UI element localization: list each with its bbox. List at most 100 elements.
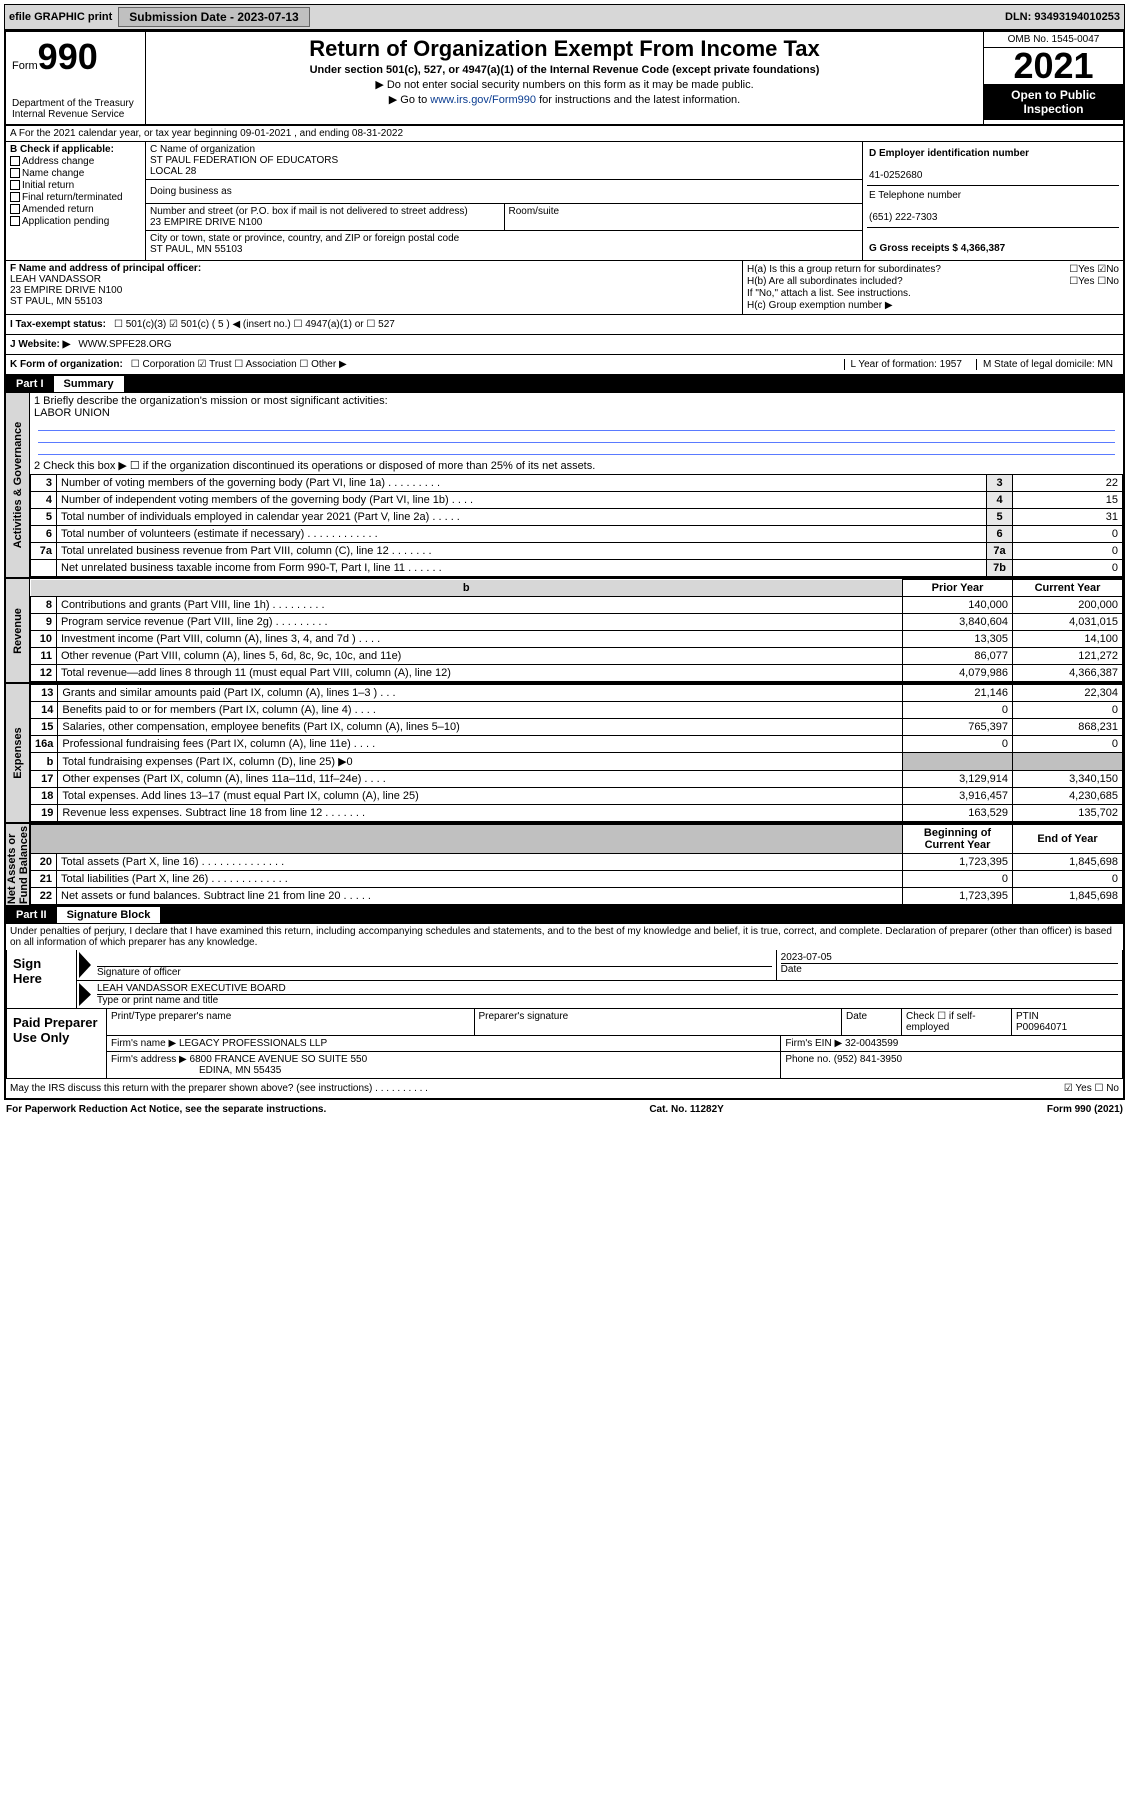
table-row: 5Total number of individuals employed in… — [31, 509, 1123, 526]
sec-governance: Activities & Governance 1 Briefly descri… — [6, 393, 1123, 579]
part2-bar: Part II Signature Block — [6, 906, 1123, 924]
gov-table: 3Number of voting members of the governi… — [30, 474, 1123, 577]
phone: (651) 222-7303 — [869, 212, 937, 223]
city: ST PAUL, MN 55103 — [150, 244, 242, 255]
form-subtitle: Under section 501(c), 527, or 4947(a)(1)… — [150, 64, 979, 76]
ck-initial[interactable]: Initial return — [10, 180, 141, 191]
form-word: Form — [12, 60, 38, 72]
part1-title: Summary — [54, 375, 124, 393]
website[interactable]: WWW.SPFE28.ORG — [78, 339, 171, 350]
sec-revenue: Revenue bPrior YearCurrent Year 8Contrib… — [6, 579, 1123, 684]
sig-name: LEAH VANDASSOR EXECUTIVE BOARD Type or p… — [93, 981, 1122, 1008]
foot-center: Cat. No. 11282Y — [649, 1104, 723, 1115]
foot-left: For Paperwork Reduction Act Notice, see … — [6, 1104, 326, 1115]
table-row: 7aTotal unrelated business revenue from … — [31, 543, 1123, 560]
ck-final[interactable]: Final return/terminated — [10, 192, 141, 203]
table-row: 12Total revenue—add lines 8 through 11 (… — [31, 665, 1123, 682]
table-row: 4Number of independent voting members of… — [31, 492, 1123, 509]
col-d: D Employer identification number 41-0252… — [863, 142, 1123, 260]
ein: 41-0252680 — [869, 170, 922, 181]
footer: For Paperwork Reduction Act Notice, see … — [4, 1100, 1125, 1119]
org-name-cell: C Name of organization ST PAUL FEDERATIO… — [146, 142, 862, 180]
may-discuss: May the IRS discuss this return with the… — [6, 1079, 1123, 1098]
table-row: 18Total expenses. Add lines 13–17 (must … — [31, 788, 1123, 805]
vlab-netassets: Net Assets orFund Balances — [6, 824, 30, 905]
table-row: 16aProfessional fundraising fees (Part I… — [31, 736, 1123, 753]
table-row: 20Total assets (Part X, line 16) . . . .… — [31, 854, 1123, 871]
col-f: F Name and address of principal officer:… — [6, 261, 743, 314]
row-a-text: A For the 2021 calendar year, or tax yea… — [6, 126, 407, 141]
q1-value: LABOR UNION — [34, 407, 110, 419]
officer-name: LEAH VANDASSOR — [10, 274, 101, 285]
top-toolbar: efile GRAPHIC print Submission Date - 20… — [4, 4, 1125, 30]
part2-num: Part II — [6, 907, 57, 923]
firm-ein: Firm's EIN ▶ 32-0043599 — [781, 1036, 1122, 1051]
preparer-label: Paid Preparer Use Only — [7, 1009, 107, 1078]
hb-answer[interactable]: ☐Yes ☐No — [1069, 276, 1119, 287]
org-name: ST PAUL FEDERATION OF EDUCATORS LOCAL 28 — [150, 155, 338, 177]
tax-year: 2021 — [984, 48, 1123, 84]
col-c: C Name of organization ST PAUL FEDERATIO… — [146, 142, 863, 260]
tax-status-opts[interactable]: ☐ 501(c)(3) ☑ 501(c) ( 5 ) ◀ (insert no.… — [114, 319, 395, 330]
year-formation: L Year of formation: 1957 — [844, 359, 968, 370]
arrow-icon — [79, 983, 91, 1006]
ck-amended[interactable]: Amended return — [10, 204, 141, 215]
form-header: Form990 Department of the Treasury Inter… — [6, 32, 1123, 126]
sig-officer[interactable]: Signature of officer — [93, 950, 777, 980]
street: 23 EMPIRE DRIVE N100 — [150, 217, 262, 228]
block-bcd: B Check if applicable: Address change Na… — [6, 142, 1123, 261]
header-left: Form990 Department of the Treasury Inter… — [6, 32, 146, 124]
table-row: bTotal fundraising expenses (Part IX, co… — [31, 753, 1123, 771]
gross-row: G Gross receipts $ 4,366,387 — [867, 228, 1119, 258]
table-row: 9Program service revenue (Part VIII, lin… — [31, 614, 1123, 631]
table-row: 13Grants and similar amounts paid (Part … — [31, 685, 1123, 702]
firm-addr: Firm's address ▶ 6800 FRANCE AVENUE SO S… — [107, 1052, 781, 1078]
open-inspection: Open to Public Inspection — [984, 84, 1123, 120]
block-fh: F Name and address of principal officer:… — [6, 261, 1123, 315]
declaration: Under penalties of perjury, I declare th… — [6, 924, 1123, 950]
ck-name[interactable]: Name change — [10, 168, 141, 179]
row-j: J Website: ▶ WWW.SPFE28.ORG — [6, 335, 1123, 355]
part1-bar: Part I Summary — [6, 375, 1123, 393]
vlab-governance: Activities & Governance — [6, 393, 30, 577]
header-center: Return of Organization Exempt From Incom… — [146, 32, 983, 124]
ck-pending[interactable]: Application pending — [10, 216, 141, 227]
form-org-opts[interactable]: ☐ Corporation ☑ Trust ☐ Association ☐ Ot… — [131, 359, 347, 370]
firm-phone: Phone no. (952) 841-3950 — [781, 1052, 1122, 1078]
net-table: Beginning of Current YearEnd of Year 20T… — [30, 824, 1123, 905]
table-row: 10Investment income (Part VIII, column (… — [31, 631, 1123, 648]
col-b-head: B Check if applicable: — [10, 144, 114, 155]
preparer-block: Paid Preparer Use Only Print/Type prepar… — [6, 1009, 1123, 1079]
state-domicile: M State of legal domicile: MN — [976, 359, 1119, 370]
vlab-revenue: Revenue — [6, 579, 30, 682]
table-row: 17Other expenses (Part IX, column (A), l… — [31, 771, 1123, 788]
gross-receipts: G Gross receipts $ 4,366,387 — [869, 243, 1005, 254]
street-cell: Number and street (or P.O. box if mail i… — [146, 204, 505, 231]
submission-date-btn[interactable]: Submission Date - 2023-07-13 — [118, 7, 309, 27]
ck-address[interactable]: Address change — [10, 156, 141, 167]
prep-date-h: Date — [842, 1009, 902, 1035]
rev-table: bPrior YearCurrent Year 8Contributions a… — [30, 579, 1123, 682]
foot-right: Form 990 (2021) — [1047, 1104, 1123, 1115]
part2-title: Signature Block — [57, 906, 161, 924]
efile-link[interactable]: efile GRAPHIC print — [9, 11, 112, 23]
dept-label: Department of the Treasury Internal Reve… — [12, 98, 139, 120]
ha-answer[interactable]: ☐Yes ☑No — [1069, 264, 1119, 275]
table-row: 15Salaries, other compensation, employee… — [31, 719, 1123, 736]
irs-link[interactable]: www.irs.gov/Form990 — [430, 94, 536, 106]
may-answer[interactable]: ☑ Yes ☐ No — [1064, 1083, 1119, 1094]
prep-selfemp[interactable]: Check ☐ if self-employed — [902, 1009, 1012, 1035]
exp-table: 13Grants and similar amounts paid (Part … — [30, 684, 1123, 822]
row-i: I Tax-exempt status: ☐ 501(c)(3) ☑ 501(c… — [6, 315, 1123, 335]
table-row: Net unrelated business taxable income fr… — [31, 560, 1123, 577]
row-k: K Form of organization: ☐ Corporation ☑ … — [6, 355, 1123, 375]
q2: 2 Check this box ▶ ☐ if the organization… — [30, 457, 1123, 474]
room-cell: Room/suite — [505, 204, 863, 231]
sec-expenses: Expenses 13Grants and similar amounts pa… — [6, 684, 1123, 824]
table-row: 19Revenue less expenses. Subtract line 1… — [31, 805, 1123, 822]
arrow-icon — [79, 952, 91, 978]
prep-name-h: Print/Type preparer's name — [107, 1009, 475, 1035]
table-row: 8Contributions and grants (Part VIII, li… — [31, 597, 1123, 614]
phone-row: E Telephone number (651) 222-7303 — [867, 186, 1119, 228]
form-note1: ▶ Do not enter social security numbers o… — [150, 78, 979, 91]
